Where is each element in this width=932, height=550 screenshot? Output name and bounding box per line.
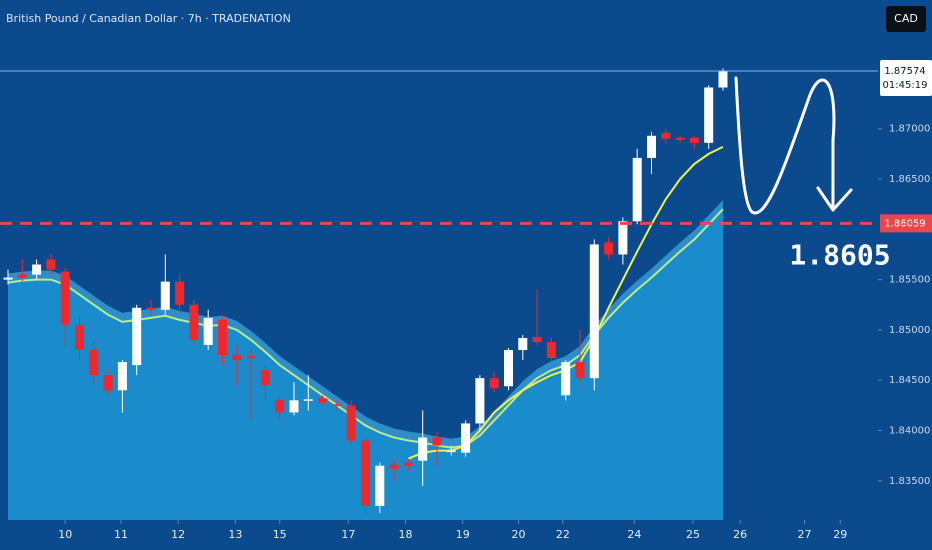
price-countdown: 01:45:19 bbox=[883, 80, 928, 91]
x-tick-label: 12 bbox=[171, 528, 185, 541]
level-label: 1.86059 bbox=[884, 218, 925, 229]
x-tick-label: 25 bbox=[686, 528, 700, 541]
candle-body bbox=[532, 336, 542, 342]
candle-body bbox=[589, 244, 599, 379]
ma-line bbox=[7, 208, 724, 449]
y-tick-label: 1.85000 bbox=[889, 325, 930, 336]
candle-body bbox=[160, 281, 170, 310]
y-tick-label: 1.86500 bbox=[889, 174, 930, 185]
currency-button-label[interactable]: CAD bbox=[894, 12, 918, 25]
candle-body bbox=[17, 274, 27, 278]
candle-body bbox=[618, 221, 628, 255]
candle-body bbox=[475, 378, 485, 424]
candle-body bbox=[3, 277, 13, 280]
candle-body bbox=[446, 450, 456, 453]
candle-body bbox=[489, 378, 499, 389]
candle-body bbox=[289, 400, 299, 413]
arrow-head bbox=[816, 186, 853, 212]
x-tick-label: 27 bbox=[797, 528, 811, 541]
x-tick-label: 19 bbox=[456, 528, 470, 541]
x-tick-label: 22 bbox=[556, 528, 570, 541]
candle-body bbox=[146, 307, 156, 310]
candle-body bbox=[75, 324, 85, 351]
y-tick-label: 1.84500 bbox=[889, 375, 930, 386]
candle-body bbox=[360, 440, 370, 506]
y-tick-label: 1.87000 bbox=[889, 124, 930, 135]
candle-body bbox=[632, 157, 642, 222]
price-label-bg bbox=[880, 60, 932, 97]
candle-body bbox=[546, 341, 556, 359]
candle-body bbox=[32, 264, 42, 275]
candle-body bbox=[461, 423, 471, 453]
candle-body bbox=[661, 132, 671, 139]
candle-body bbox=[103, 375, 113, 391]
level-annotation: 1.8605 bbox=[789, 238, 890, 271]
candle-body bbox=[117, 362, 127, 391]
x-tick-label: 20 bbox=[512, 528, 526, 541]
candle-body bbox=[203, 317, 213, 345]
x-tick-label: 13 bbox=[228, 528, 242, 541]
candle-body bbox=[418, 437, 428, 461]
candle-body bbox=[518, 337, 528, 351]
candle-body bbox=[46, 259, 56, 270]
candle-body bbox=[318, 398, 328, 403]
candle-body bbox=[575, 362, 585, 379]
candle-body bbox=[561, 362, 571, 396]
y-tick-label: 1.85500 bbox=[889, 275, 930, 286]
candle-body bbox=[303, 399, 313, 401]
candle-body bbox=[675, 137, 685, 140]
candle-body bbox=[246, 356, 256, 359]
candle-body bbox=[189, 304, 199, 340]
candle-body bbox=[503, 350, 513, 387]
y-tick-label: 1.84000 bbox=[889, 425, 930, 436]
candle-body bbox=[718, 71, 728, 88]
x-tick-label: 17 bbox=[341, 528, 355, 541]
currency-button[interactable] bbox=[886, 6, 926, 32]
x-tick-label: 29 bbox=[833, 528, 847, 541]
forecast-arrow bbox=[734, 76, 836, 215]
symbol-title: British Pound / Canadian Dollar · 7h · T… bbox=[6, 12, 291, 25]
candle-body bbox=[60, 271, 70, 325]
candle-body bbox=[175, 281, 185, 305]
candle-body bbox=[89, 350, 99, 376]
candle-body bbox=[260, 370, 270, 386]
candle-body bbox=[403, 462, 413, 466]
y-tick-label: 1.83500 bbox=[889, 476, 930, 487]
x-tick-label: 15 bbox=[273, 528, 287, 541]
x-tick-label: 11 bbox=[114, 528, 128, 541]
plot-area bbox=[3, 68, 728, 520]
x-tick-label: 24 bbox=[627, 528, 641, 541]
candle-body bbox=[375, 465, 385, 506]
candle-body bbox=[704, 87, 714, 143]
candle-body bbox=[132, 307, 142, 366]
price-label: 1.87574 bbox=[884, 66, 925, 77]
x-tick-label: 10 bbox=[58, 528, 72, 541]
candle-body bbox=[232, 355, 242, 361]
candle-body bbox=[218, 319, 228, 356]
candle-body bbox=[346, 405, 356, 441]
candle-body bbox=[389, 464, 399, 469]
candle-body bbox=[275, 400, 285, 413]
candle-body bbox=[332, 404, 342, 406]
x-tick-label: 26 bbox=[733, 528, 747, 541]
level-label-bg bbox=[880, 214, 932, 233]
candle-body bbox=[604, 242, 614, 255]
ma-area bbox=[8, 209, 723, 520]
candle-body bbox=[646, 135, 656, 158]
x-tick-label: 18 bbox=[399, 528, 413, 541]
candle-body bbox=[689, 137, 699, 143]
candle-body bbox=[432, 437, 442, 446]
